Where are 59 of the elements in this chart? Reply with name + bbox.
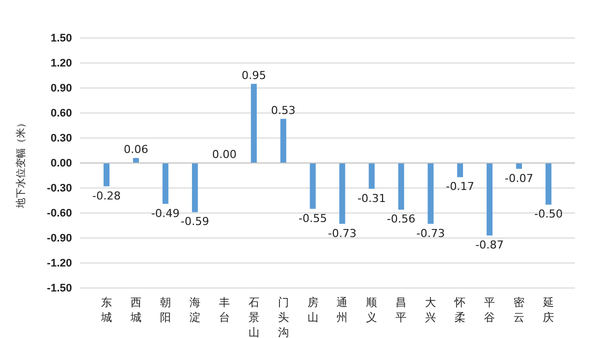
x-tick-label: 怀柔: [454, 296, 466, 324]
x-tick-label: 东城: [100, 296, 112, 324]
bar: [428, 163, 434, 224]
x-tick-label: 大兴: [425, 296, 436, 324]
bar: [398, 163, 404, 210]
data-label: -0.28: [92, 189, 121, 202]
data-label: 0.00: [212, 148, 237, 161]
data-label: -0.17: [446, 180, 474, 194]
bar: [162, 163, 168, 204]
bar: [516, 163, 522, 169]
x-tick-label: 海淀: [189, 296, 200, 324]
bar: [310, 163, 316, 209]
x-tick-label: 平谷: [484, 296, 496, 324]
y-tick-label: 0.60: [50, 108, 72, 120]
y-tick-label: 0.00: [50, 158, 72, 170]
x-tick-label: 门头沟: [278, 296, 289, 338]
data-label: -0.50: [534, 208, 563, 221]
bar: [133, 158, 139, 163]
data-label: -0.73: [416, 226, 445, 240]
bar: [192, 163, 198, 212]
bar: [546, 163, 552, 205]
x-tick-label: 通州: [336, 296, 348, 324]
data-label: -0.55: [298, 212, 327, 225]
y-tick-label: -0.30: [46, 182, 72, 195]
y-tick-label: 1.20: [50, 58, 72, 70]
data-label: -0.31: [357, 192, 386, 205]
x-tick-label: 西城: [129, 296, 142, 324]
data-label: -0.73: [328, 226, 356, 240]
bar: [486, 163, 492, 236]
x-tick-label: 房山: [307, 296, 318, 324]
y-tick-label: 0.30: [50, 132, 72, 145]
bar: [339, 163, 346, 224]
y-tick-label: -1.20: [46, 258, 72, 270]
x-tick-label: 丰台: [218, 296, 230, 324]
y-tick-label: -0.90: [46, 232, 72, 245]
data-label: -0.87: [475, 238, 504, 252]
bar: [457, 163, 464, 178]
data-label: 0.95: [242, 68, 266, 82]
bar: [368, 163, 375, 189]
data-label: -0.59: [180, 215, 210, 228]
y-tick-label: 0.90: [50, 82, 72, 95]
y-tick-label: -1.50: [46, 282, 72, 295]
y-axis-title: 地下水位变幅（米）: [15, 118, 27, 209]
x-tick-label: 密云: [514, 296, 525, 324]
x-tick-label: 昌平: [396, 296, 407, 324]
data-label: -0.07: [504, 172, 534, 185]
bar: [104, 163, 110, 186]
x-tick-label: 石景山: [248, 296, 260, 338]
bar: [250, 84, 257, 163]
data-label: -0.49: [151, 206, 180, 220]
data-label: 0.53: [271, 104, 296, 117]
bar: [280, 118, 286, 163]
y-tick-label: 1.50: [50, 32, 72, 45]
x-tick-label: 延庆: [542, 296, 554, 324]
x-tick-label: 顺义: [366, 296, 378, 324]
data-label: 0.06: [124, 143, 148, 156]
data-label: -0.56: [386, 212, 416, 226]
x-tick-label: 朝阳: [160, 296, 171, 324]
y-tick-label: -0.60: [46, 208, 72, 220]
